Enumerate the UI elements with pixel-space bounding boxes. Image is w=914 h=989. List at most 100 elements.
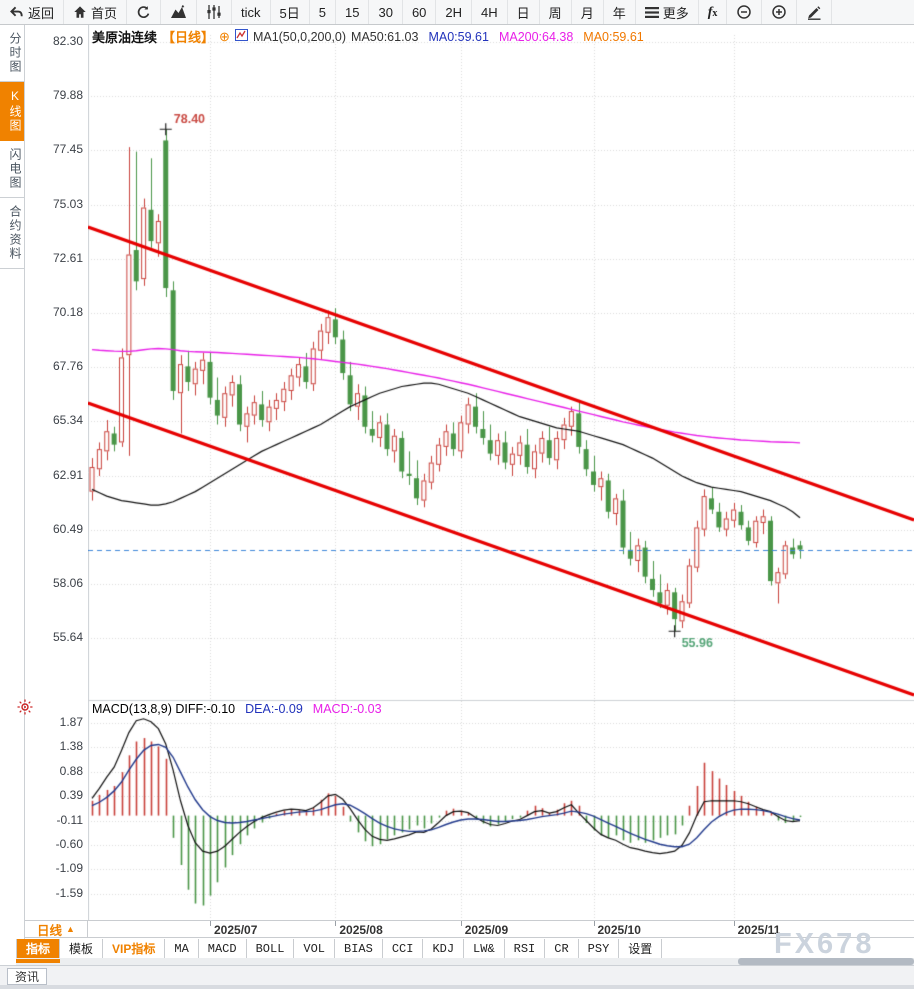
macd-dea-value: DEA:-0.09 <box>245 702 303 716</box>
macd-title-diff: MACD(13,8,9) DIFF:-0.10 <box>92 702 236 716</box>
x-axis-row: 日线 ▲ 2025/07 2025/08 2025/09 2025/10 2025/11 <box>25 920 914 938</box>
axis-tick-label: 0.39 <box>59 788 83 803</box>
month-tick <box>733 921 735 926</box>
month-label: 2025/09 <box>464 923 509 937</box>
tab-vol[interactable]: VOL <box>294 939 336 958</box>
axis-tick-label: 1.38 <box>59 739 83 754</box>
month-label: 2025/08 <box>339 923 383 937</box>
axis-tick-label: -1.59 <box>55 886 83 901</box>
axis-tick-label: 60.49 <box>52 521 83 536</box>
ma-value-2: MA200:64.38 <box>498 29 574 44</box>
tab-bias[interactable]: BIAS <box>335 939 383 958</box>
axis-tick-label: 1.87 <box>59 715 83 730</box>
month-tick <box>460 921 462 926</box>
period-day-button[interactable]: 日 <box>508 0 540 24</box>
period-2h-button[interactable]: 2H <box>436 0 473 24</box>
status-bar: 资讯 <box>0 965 914 985</box>
axis-tick-label: -0.11 <box>56 813 83 828</box>
month-tick <box>210 921 211 926</box>
tab-settings[interactable]: 设置 <box>619 939 663 958</box>
period-week-button[interactable]: 周 <box>540 0 572 24</box>
tab-kdj[interactable]: KDJ <box>423 939 465 958</box>
pencil-icon <box>806 4 822 20</box>
fx-icon: fx <box>707 4 718 20</box>
sliders-icon <box>206 5 222 19</box>
tab-templates[interactable]: 模板 <box>60 939 104 958</box>
sliders-button[interactable] <box>197 0 233 24</box>
sidebar-tab-flash-chart[interactable]: 闪电图 <box>0 141 24 198</box>
period-year-button[interactable]: 年 <box>604 0 636 24</box>
zoom-out-icon <box>736 4 752 20</box>
period-15-button[interactable]: 15 <box>336 0 370 24</box>
axis-tick-label: 62.91 <box>52 467 83 482</box>
axis-tick-label: 75.03 <box>52 196 83 211</box>
tab-lwr[interactable]: LW& <box>464 939 505 958</box>
draw-button[interactable] <box>797 0 833 24</box>
tab-cr[interactable]: CR <box>545 939 579 958</box>
axis-tick-label: 70.18 <box>52 305 83 320</box>
zoom-in-icon <box>771 4 787 20</box>
ma-settings: MA1(50,0,200,0) <box>252 29 347 44</box>
tab-rsi[interactable]: RSI <box>505 939 546 958</box>
main-chart-canvas[interactable] <box>88 25 914 920</box>
refresh-icon <box>136 5 151 20</box>
axis-tick-label: 67.76 <box>52 359 83 374</box>
macd-macd-value: MACD:-0.03 <box>312 702 382 716</box>
month-label: 2025/11 <box>737 923 781 937</box>
period-5-button[interactable]: 5 <box>310 0 336 24</box>
tab-psy[interactable]: PSY <box>579 939 620 958</box>
line-chart-button[interactable] <box>161 0 198 24</box>
period-tag: 【日线】 <box>162 30 215 45</box>
mini-chart-icon[interactable] <box>234 29 248 44</box>
tab-ma[interactable]: MA <box>165 939 199 958</box>
month-tick <box>593 921 595 926</box>
tab-vip-indicators[interactable]: VIP指标 <box>103 939 166 958</box>
zoom-in-button[interactable] <box>762 0 798 24</box>
bottom-edge-strip <box>0 985 914 989</box>
axis-tick-label: 0.88 <box>59 764 83 779</box>
home-icon <box>73 5 87 19</box>
sidebar-tab-contract-info[interactable]: 合约资料 <box>0 198 24 269</box>
refresh-button[interactable] <box>127 0 162 24</box>
top-toolbar: 返回 首页 tick 5日 5 15 30 60 2H 4H 日周月年更多 fx <box>0 0 914 25</box>
month-tick <box>335 921 337 926</box>
mountain-chart-icon <box>170 5 187 19</box>
tab-macd[interactable]: MACD <box>199 939 247 958</box>
horizontal-scrollbar[interactable] <box>16 958 914 965</box>
axis-tick-label: 79.88 <box>52 88 83 103</box>
period-60-button[interactable]: 60 <box>403 0 437 24</box>
expand-icon[interactable]: ⊕ <box>219 28 230 44</box>
back-button[interactable]: 返回 <box>0 0 65 24</box>
axis-tick-label: 72.61 <box>52 250 83 265</box>
indicator-settings-icon[interactable] <box>17 699 33 720</box>
axis-tick-label: 82.30 <box>52 34 83 48</box>
tab-boll[interactable]: BOLL <box>247 939 295 958</box>
chevron-up-icon: ▲ <box>66 924 75 934</box>
period-5d-button[interactable]: 5日 <box>271 0 310 24</box>
period-month-button[interactable]: 月 <box>572 0 604 24</box>
back-arrow-icon <box>9 5 24 19</box>
sidebar-tab-time-chart[interactable]: 分时图 <box>0 25 24 82</box>
ma-value-0: MA50:61.03 <box>351 29 419 44</box>
ma-value-1: MA0:59.61 <box>428 29 489 44</box>
home-button[interactable]: 首页 <box>64 0 128 24</box>
period-selector-label: 日线 <box>37 923 63 938</box>
ma-value-3: MA0:59.61 <box>583 29 644 44</box>
axis-tick-label: 65.34 <box>52 413 83 428</box>
more-button[interactable]: 更多 <box>636 0 699 24</box>
tab-cci[interactable]: CCI <box>383 939 424 958</box>
sidebar-tab-kline-chart[interactable]: K线图 <box>0 82 24 141</box>
period-selector-button[interactable]: 日线 ▲ <box>25 921 88 938</box>
ma-values: MA50:61.03 MA0:59.61 MA200:64.38 MA0:59.61 <box>351 30 644 44</box>
news-tab[interactable]: 资讯 <box>7 968 47 985</box>
scrollbar-thumb[interactable] <box>738 958 914 965</box>
period-tick-button[interactable]: tick <box>232 0 271 24</box>
fx-button[interactable]: fx <box>699 0 728 24</box>
axis-tick-label: 55.64 <box>52 630 83 645</box>
month-label: 2025/07 <box>214 923 258 937</box>
tab-indicators[interactable]: 指标 <box>15 939 61 963</box>
period-30-button[interactable]: 30 <box>369 0 403 24</box>
period-4h-button[interactable]: 4H <box>472 0 508 24</box>
zoom-out-button[interactable] <box>727 0 763 24</box>
